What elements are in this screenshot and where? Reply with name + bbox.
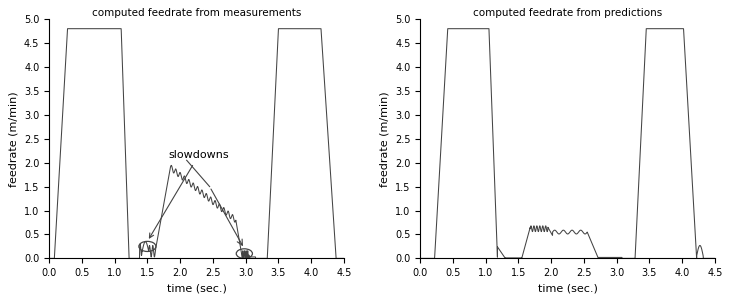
- Text: slowdowns: slowdowns: [149, 150, 229, 238]
- X-axis label: time (sec.): time (sec.): [537, 284, 597, 294]
- Title: computed feedrate from predictions: computed feedrate from predictions: [473, 8, 662, 18]
- Title: computed feedrate from measurements: computed feedrate from measurements: [92, 8, 301, 18]
- X-axis label: time (sec.): time (sec.): [167, 284, 227, 294]
- Y-axis label: feedrate (m/min): feedrate (m/min): [379, 91, 390, 187]
- Y-axis label: feedrate (m/min): feedrate (m/min): [8, 91, 18, 187]
